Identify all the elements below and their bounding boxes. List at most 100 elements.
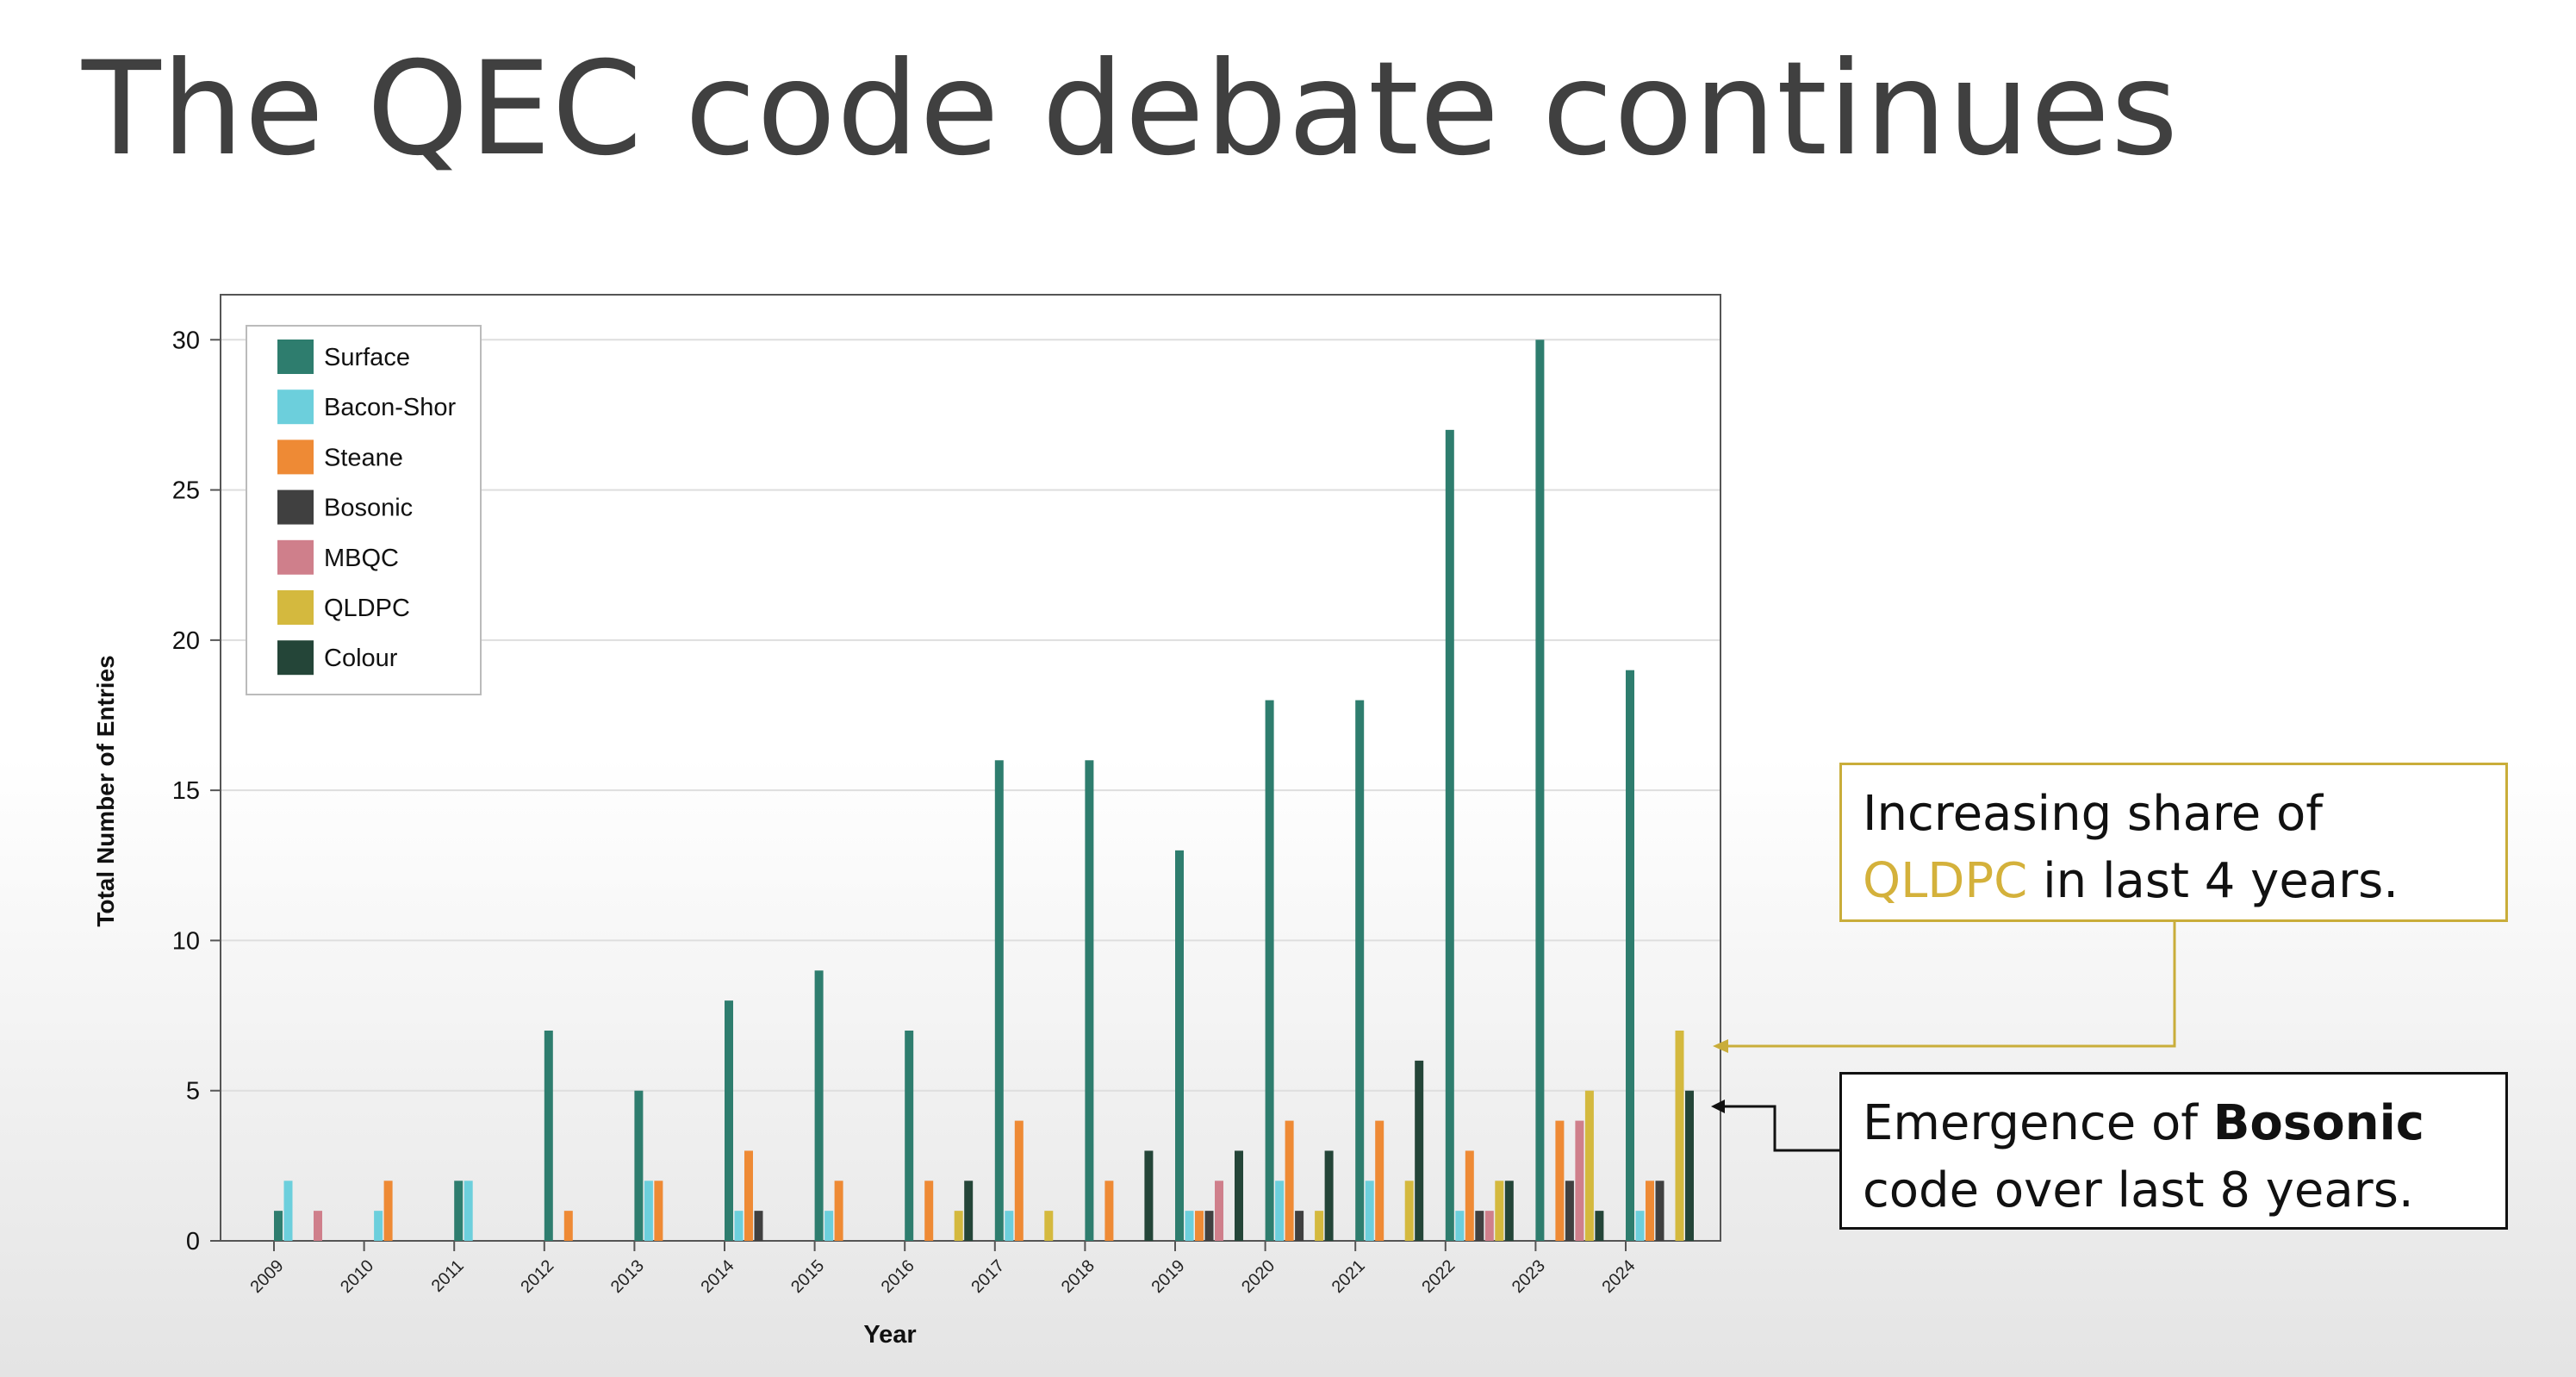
legend-swatch-steane: [277, 439, 314, 475]
bar-bacon-shor-2024: [1635, 1211, 1645, 1241]
x-tick-label: 2017: [968, 1256, 1008, 1297]
qldpc-callout-prefix: Increasing share of: [1863, 786, 2323, 842]
bar-colour-2024: [1685, 1090, 1694, 1241]
bar-mbqc-2009: [314, 1211, 322, 1241]
bar-colour-2022: [1504, 1181, 1514, 1241]
bar-colour-2020: [1324, 1150, 1334, 1241]
y-tick-label: 25: [172, 477, 200, 505]
bosonic-callout-highlight: Bosonic: [2212, 1095, 2424, 1151]
bosonic-callout: Emergence of Bosonic code over last 8 ye…: [1839, 1072, 2508, 1230]
bar-bosonic-2023: [1565, 1181, 1574, 1241]
bar-surface-2012: [544, 1031, 553, 1241]
bar-qldpc-2016: [954, 1211, 963, 1241]
bar-bosonic-2022: [1475, 1211, 1484, 1241]
bar-surface-2021: [1355, 700, 1365, 1241]
legend-label-qldpc: QLDPC: [324, 595, 410, 622]
bar-steane-2013: [654, 1181, 663, 1241]
x-tick-label: 2009: [247, 1256, 288, 1297]
bar-steane-2015: [834, 1181, 843, 1241]
x-tick-label: 2024: [1599, 1256, 1640, 1297]
bar-colour-2023: [1595, 1211, 1604, 1241]
x-tick-label: 2013: [607, 1256, 648, 1297]
bar-qldpc-2023: [1584, 1090, 1594, 1241]
bar-steane-2017: [1014, 1120, 1024, 1241]
bar-qldpc-2020: [1315, 1211, 1324, 1241]
bar-surface-2013: [634, 1090, 644, 1241]
bar-mbqc-2019: [1215, 1181, 1223, 1241]
bar-surface-2016: [905, 1031, 914, 1241]
y-tick-label: 0: [186, 1228, 200, 1256]
x-tick-label: 2020: [1238, 1256, 1279, 1297]
bar-bosonic-2019: [1204, 1211, 1214, 1241]
legend-label-mbqc: MBQC: [324, 545, 399, 572]
legend-label-steane: Steane: [324, 444, 403, 471]
y-tick-label: 10: [172, 927, 200, 955]
bar-steane-2023: [1555, 1120, 1565, 1241]
bar-surface-2019: [1175, 850, 1184, 1241]
slide-title: The QEC code debate continues: [82, 34, 2180, 184]
legend-label-surface: Surface: [324, 344, 410, 371]
bar-steane-2010: [383, 1181, 393, 1241]
qldpc-callout-highlight: QLDPC: [1863, 853, 2028, 909]
x-tick-label: 2019: [1148, 1256, 1189, 1297]
bar-bacon-shor-2015: [824, 1211, 834, 1241]
x-tick-label: 2022: [1418, 1256, 1459, 1297]
x-tick-label: 2011: [428, 1256, 468, 1296]
legend-swatch-colour: [277, 640, 314, 676]
x-tick-label: 2018: [1058, 1256, 1098, 1297]
bar-surface-2024: [1626, 670, 1634, 1241]
bar-bosonic-2014: [754, 1211, 763, 1241]
bar-surface-2015: [814, 970, 824, 1241]
bar-colour-2019: [1235, 1150, 1243, 1241]
bar-qldpc-2021: [1404, 1181, 1414, 1241]
legend-swatch-bacon-shor: [277, 389, 314, 425]
bosonic-callout-connector: [1723, 1105, 1839, 1152]
legend-swatch-mbqc: [277, 539, 314, 575]
x-tick-label: 2014: [698, 1256, 738, 1297]
bar-bacon-shor-2017: [1005, 1211, 1014, 1241]
qldpc-arrowhead-icon: [1713, 1039, 1728, 1053]
qldpc-callout-connector: [1727, 922, 2176, 1048]
legend-label-colour: Colour: [324, 645, 398, 672]
x-tick-label: 2010: [337, 1256, 377, 1297]
y-axis: 0 5 10 15 20 25 30: [172, 327, 221, 1256]
bar-bacon-shor-2022: [1455, 1211, 1465, 1241]
bar-qldpc-2024: [1675, 1031, 1684, 1241]
bar-bacon-shor-2009: [283, 1181, 293, 1241]
bar-colour-2016: [964, 1181, 974, 1241]
bar-bacon-shor-2019: [1185, 1211, 1194, 1241]
x-tick-label: 2012: [517, 1256, 557, 1297]
bar-bacon-shor-2013: [644, 1181, 653, 1241]
legend-swatch-bosonic: [277, 489, 314, 525]
x-tick-label: 2015: [787, 1256, 828, 1297]
bar-steane-2021: [1375, 1120, 1384, 1241]
x-tick-label: 2021: [1328, 1256, 1369, 1297]
bar-steane-2018: [1104, 1181, 1114, 1241]
legend-swatch-surface: [277, 340, 314, 374]
x-tick-label: 2023: [1509, 1256, 1549, 1297]
bar-steane-2022: [1465, 1150, 1474, 1241]
bar-steane-2012: [563, 1211, 573, 1241]
chart-legend: Surface Bacon-Shor Steane Bosonic MBQC QLDPC C…: [246, 325, 482, 695]
x-tick-label: 2016: [878, 1256, 918, 1297]
y-axis-label: Total Number of Entries: [92, 655, 119, 926]
qldpc-callout-suffix: in last 4 years.: [2043, 853, 2399, 909]
bar-surface-2014: [725, 1000, 733, 1241]
x-axis-label: Year: [863, 1321, 916, 1349]
bar-steane-2014: [744, 1150, 753, 1241]
bar-colour-2021: [1415, 1060, 1424, 1241]
legend-label-bosonic: Bosonic: [324, 495, 413, 522]
bosonic-arrowhead-icon: [1711, 1100, 1725, 1113]
bar-surface-2009: [274, 1211, 283, 1241]
bar-steane-2024: [1646, 1181, 1654, 1241]
bar-bosonic-2024: [1655, 1181, 1664, 1241]
bar-bacon-shor-2020: [1275, 1181, 1285, 1241]
bar-colour-2018: [1144, 1150, 1154, 1241]
bar-steane-2016: [924, 1181, 934, 1241]
bar-bosonic-2020: [1295, 1211, 1304, 1241]
y-tick-label: 30: [172, 327, 200, 354]
chart-bars: [274, 340, 1694, 1242]
bosonic-callout-suffix: code over last 8 years.: [1863, 1162, 2414, 1218]
y-tick-label: 20: [172, 627, 200, 655]
